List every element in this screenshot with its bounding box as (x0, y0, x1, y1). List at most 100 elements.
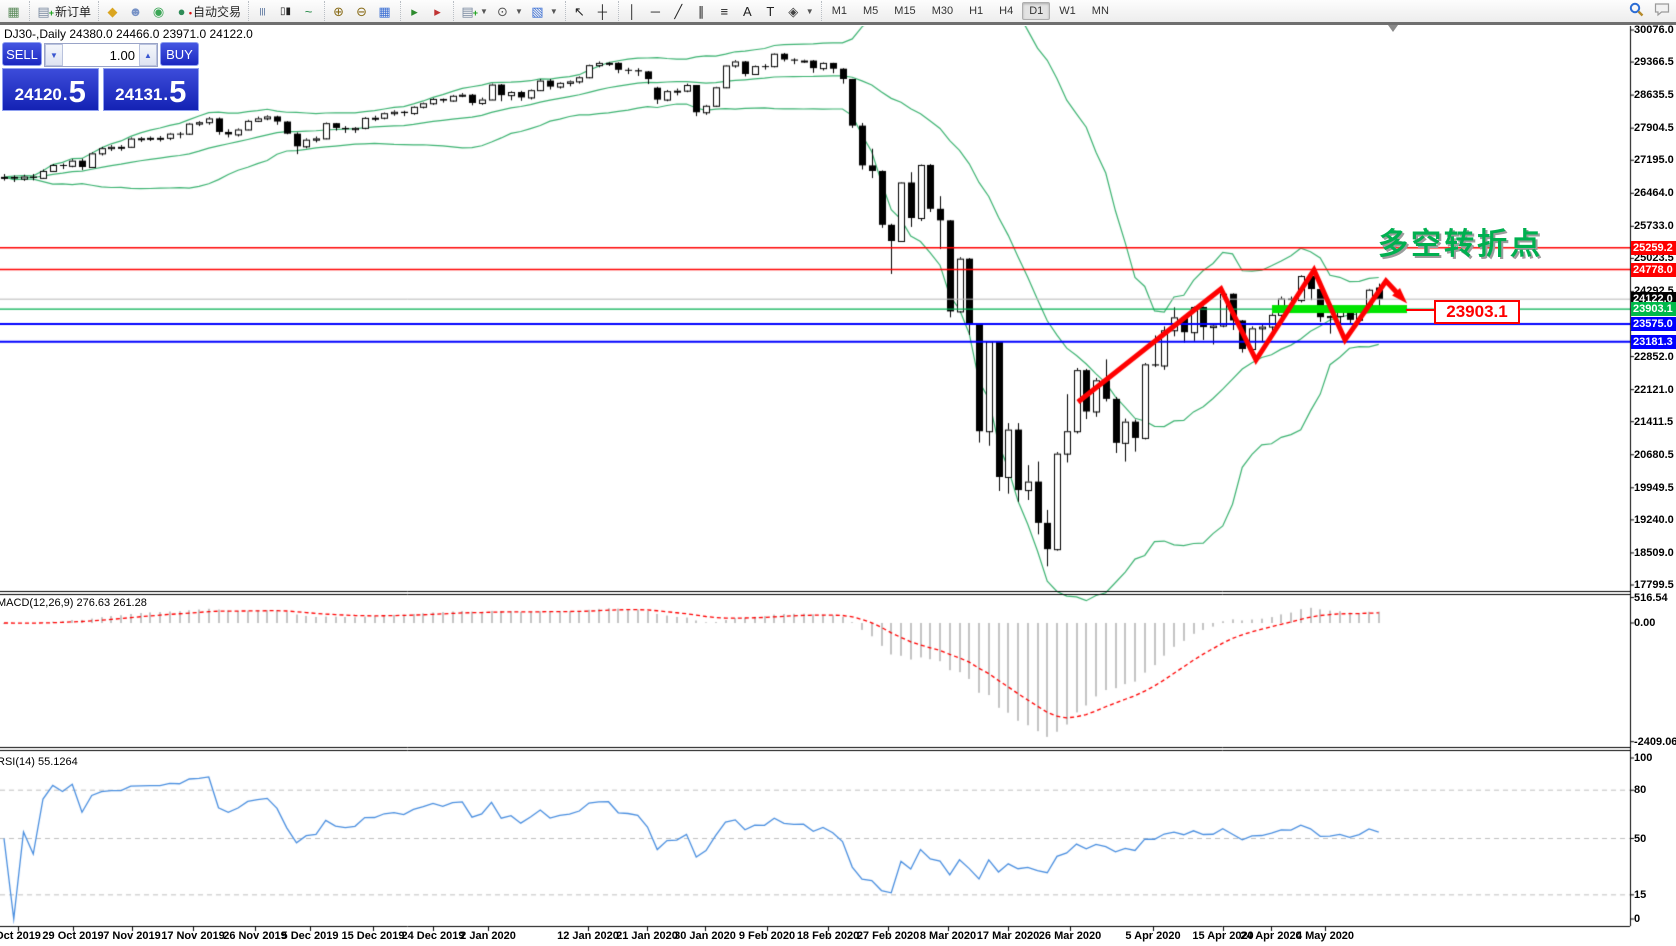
timeframe-d1[interactable]: D1 (1022, 2, 1051, 20)
timeframe-mn[interactable]: MN (1091, 5, 1109, 17)
volume-decrease-button[interactable]: ▼ (44, 44, 63, 66)
package-icon[interactable]: ◆ (101, 1, 124, 21)
volume-increase-button[interactable]: ▲ (138, 44, 157, 66)
period-icon[interactable]: ⊙ ▼ (491, 1, 526, 21)
new-chart-icon[interactable]: ▤ + ▼ (456, 1, 491, 21)
window-border (0, 22, 1676, 26)
date-label: 24 Apr 2020 (1240, 930, 1302, 942)
crosshair-icon[interactable]: ┼ (591, 1, 614, 21)
window-icon[interactable]: ▦ (2, 1, 25, 21)
candlestick-icon[interactable]: ▯▮ (274, 1, 297, 21)
price-tick-label: 21411.5 (1634, 415, 1674, 428)
timeframe-m1[interactable]: M1 (831, 5, 847, 17)
publisher-icon[interactable]: ☻ (124, 1, 147, 21)
date-label: Oct 2019 (0, 930, 41, 942)
horizontal-line-icon[interactable]: ─ (644, 1, 667, 21)
template-icon: ▧ (531, 3, 544, 19)
toolbar-group-window: ▦ (0, 1, 27, 21)
bar-chart-icon: ||| (259, 6, 266, 16)
publisher-icon: ☻ (128, 3, 143, 19)
rsi-tick-label: 100 (1634, 752, 1653, 764)
toolbar-group-scroll: ▸ ▸ (400, 1, 451, 21)
toolbar-group-services: ◆ ☻ ◉ ● • 自动交易 (98, 1, 246, 21)
sell-price-int: 24120 (14, 85, 62, 104)
toolbar-group-timeframes: M1 M5 M15 M30 H1 H4 D1 W1 MN (820, 1, 1119, 21)
zoom-out-icon[interactable]: ⊖ (350, 1, 373, 21)
period-icon-dropdown[interactable]: ▼ (514, 6, 523, 16)
bar-chart-icon[interactable]: ||| (251, 1, 274, 21)
price-tick-label: 25733.0 (1634, 220, 1674, 233)
price-tick-label: 17799.5 (1634, 579, 1674, 591)
text-icon[interactable]: A (736, 1, 759, 21)
cursor-icon: ↖ (573, 3, 585, 19)
rsi-tick-label: 50 (1634, 832, 1647, 845)
trendline-icon[interactable]: ╱ (667, 1, 690, 21)
chart-text-annotation[interactable]: 多空转折点 (1378, 228, 1543, 261)
sell-button[interactable]: SELL (2, 42, 42, 66)
buy-price-button[interactable]: 24131 . 5 (102, 68, 199, 111)
zoom-in-icon[interactable]: ⊕ (327, 1, 350, 21)
macd-tick-label: -2409.06 (1634, 735, 1676, 748)
chat-icon[interactable] (1654, 2, 1670, 20)
volume-input[interactable] (62, 44, 139, 66)
vertical-line-icon: │ (628, 3, 637, 19)
line-chart-icon[interactable]: ~ (297, 1, 320, 21)
text-icon: A (742, 3, 752, 19)
price-tick-label: 30076.0 (1634, 24, 1674, 36)
timeframe-m5[interactable]: M5 (863, 5, 879, 17)
autotrading-button[interactable]: ● • 自动交易 (170, 1, 244, 21)
callout-connector-line (1406, 309, 1434, 311)
chart-shift-marker[interactable] (1388, 25, 1398, 32)
channel-icon[interactable]: ∥ (690, 1, 713, 21)
new-order-button[interactable]: ▤ + 新订单 (32, 1, 94, 21)
cursor-icon[interactable]: ↖ (568, 1, 591, 21)
rsi-tick-label: 0 (1634, 913, 1641, 925)
timeframe-m30[interactable]: M30 (931, 5, 954, 17)
label-icon[interactable]: T (759, 1, 782, 21)
price-axis[interactable]: 30076.0 29366.5 28635.5 27904.5 27195.0 26464… (1630, 24, 1676, 926)
template-icon[interactable]: ▧ ▼ (526, 1, 561, 21)
date-label: 21 Jan 2020 (616, 930, 678, 942)
one-click-trade-panel: SELL ▼ ▲ BUY 24120 . 5 24131 . 5 (2, 42, 199, 111)
symbol-header: DJ30-,Daily 24380.0 24466.0 23971.0 2412… (4, 27, 253, 41)
signals-icon[interactable]: ◉ (147, 1, 170, 21)
price-tick-label: 19240.0 (1634, 513, 1674, 526)
tile-windows-icon[interactable]: ▦ (373, 1, 396, 21)
toolbar-group-charttype: ||| ▯▮ ~ (248, 1, 322, 21)
price-tick-label: 29366.5 (1634, 56, 1674, 69)
arrows-icon-dropdown[interactable]: ▼ (805, 6, 814, 16)
chart-shift-icon[interactable]: ▸ (426, 1, 449, 21)
date-label: 18 Feb 2020 (796, 930, 860, 942)
auto-scroll-icon[interactable]: ▸ (403, 1, 426, 21)
arrows-icon[interactable]: ◈ ▼ (782, 1, 817, 21)
date-label: 2 Jan 2020 (460, 930, 516, 942)
channel-icon: ∥ (698, 3, 705, 19)
price-tick-label: 27904.5 (1634, 122, 1674, 135)
new-order-icon: ▤ + (35, 3, 54, 20)
vertical-line-icon[interactable]: │ (621, 1, 644, 21)
autotrading-button-overlay: • (188, 7, 193, 18)
timeframe-m15[interactable]: M15 (894, 5, 916, 17)
date-label: 5 Apr 2020 (1125, 930, 1181, 942)
timeframe-h1[interactable]: H1 (969, 5, 984, 17)
package-icon: ◆ (107, 3, 118, 19)
date-label: 15 Dec 2019 (341, 930, 405, 942)
fibonacci-icon[interactable]: ≡ (713, 1, 736, 21)
new-chart-icon-dropdown[interactable]: ▼ (480, 6, 488, 16)
price-tick-label: 19949.5 (1634, 481, 1674, 494)
macd-tick-label: 516.54 (1634, 591, 1668, 604)
timeframe-h4[interactable]: H4 (999, 5, 1014, 17)
macd-value-signal: 261.28 (113, 597, 147, 609)
arrows-icon: ◈ (788, 3, 799, 19)
volume-stepper: ▼ ▲ (43, 43, 158, 67)
timeframe-w1[interactable]: W1 (1059, 5, 1076, 17)
template-icon-dropdown[interactable]: ▼ (549, 6, 558, 16)
buy-price-dot: . (163, 85, 169, 104)
toolbar-group-neworder: ▤ + 新订单 (29, 1, 96, 21)
sell-price-button[interactable]: 24120 . 5 (2, 68, 99, 111)
price-callout-box[interactable]: 23903.1 (1434, 300, 1520, 324)
buy-button[interactable]: BUY (159, 42, 199, 66)
search-icon[interactable] (1629, 2, 1644, 20)
